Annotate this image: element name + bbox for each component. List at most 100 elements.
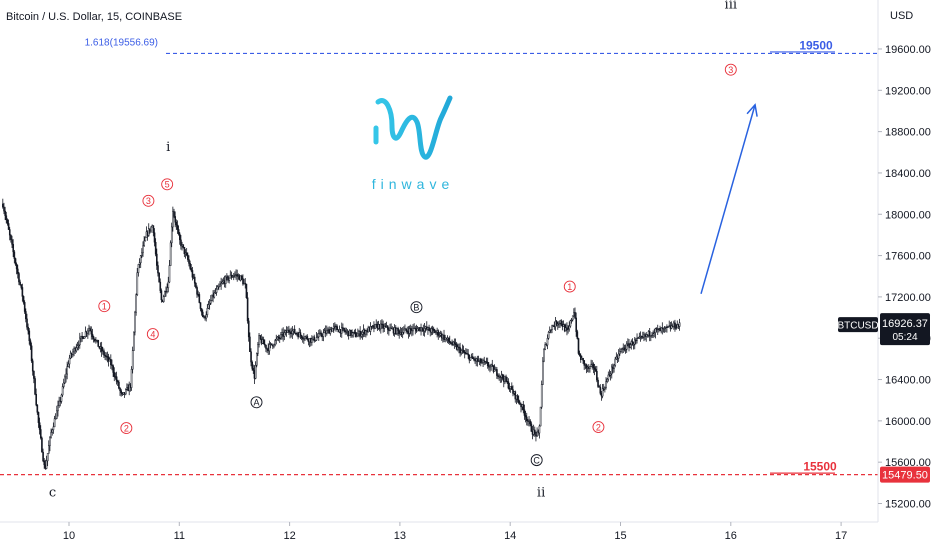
candle-body	[405, 328, 407, 331]
candle-body	[507, 381, 510, 389]
candle-body	[341, 327, 343, 334]
candle-body	[318, 333, 320, 338]
candle-body	[289, 331, 291, 334]
candle-body	[136, 272, 139, 295]
candle-body	[57, 405, 59, 412]
candle-body	[75, 347, 78, 352]
candle-body	[291, 330, 294, 334]
candle-body	[434, 330, 436, 334]
candle-body	[548, 329, 551, 333]
time-axis[interactable]: 10 11 12 13 14 15 16 17	[0, 521, 878, 542]
candle-body	[104, 354, 106, 357]
candle-body	[15, 263, 18, 270]
candle-body	[169, 242, 172, 266]
candle-body	[43, 460, 46, 466]
candle-body	[471, 356, 474, 359]
candle-body	[414, 327, 417, 330]
candle-body	[674, 322, 676, 329]
candle-body	[264, 343, 266, 346]
candle-body	[570, 319, 573, 322]
projection-arrow[interactable]	[700, 104, 756, 295]
candle-body	[501, 374, 504, 379]
wave-label-4: 4	[150, 329, 155, 339]
candle-body	[654, 328, 657, 333]
candle-body	[13, 251, 16, 259]
candle-body	[2, 203, 4, 208]
candle-body	[103, 350, 105, 356]
candle-body	[84, 331, 87, 337]
price-axis[interactable]: USD 15200.0015600.0016000.0016400.001680…	[877, 0, 931, 522]
candle-body	[421, 327, 424, 331]
time-tick-label: 13	[394, 530, 406, 542]
candle-body	[453, 341, 456, 344]
candle-body	[160, 290, 163, 301]
candle-body	[65, 373, 67, 378]
candle-body	[275, 338, 278, 341]
fib-level-label: 1.618(19556.69)	[85, 37, 158, 48]
candle-body	[265, 344, 267, 349]
candle-body	[529, 420, 532, 425]
candle-body	[648, 331, 651, 337]
candle-body	[460, 350, 463, 354]
candle-body	[624, 349, 627, 351]
candle-body	[152, 225, 155, 233]
candle-body	[633, 339, 636, 345]
candle-body	[652, 333, 654, 336]
candle-body	[369, 326, 372, 332]
candle-body	[607, 374, 610, 380]
candle-body	[189, 263, 191, 269]
candle-body	[432, 329, 435, 331]
candle-body	[383, 325, 386, 329]
candle-body	[92, 336, 95, 340]
candle-body	[609, 373, 612, 376]
candle-body	[51, 429, 54, 433]
candle-body	[370, 326, 373, 328]
candle-body	[228, 277, 231, 281]
candle-body	[555, 320, 558, 326]
candle-body	[293, 328, 296, 334]
candle-body	[670, 325, 673, 329]
candle-body	[524, 415, 527, 418]
wave-circle-B	[410, 301, 423, 314]
candle-body	[34, 378, 36, 395]
candle-body	[168, 265, 171, 283]
candle-body	[150, 226, 152, 232]
candle-body	[134, 311, 136, 333]
wave-circle-1	[98, 300, 111, 313]
wave-label-B: B	[413, 302, 419, 312]
candle-body	[100, 346, 103, 352]
candle-body	[130, 369, 133, 388]
wave-logo-icon	[375, 95, 453, 160]
candle-body	[596, 371, 598, 381]
candle-body	[519, 402, 521, 405]
candle-body	[245, 283, 248, 298]
symbol-badge	[838, 317, 878, 333]
candle-body	[408, 328, 411, 334]
wave-label-ii: ii	[537, 486, 545, 501]
candle-body	[31, 360, 34, 372]
candle-body	[516, 395, 519, 401]
candle-body	[583, 360, 586, 366]
candle-body	[191, 270, 194, 278]
price-tick-label: 19200.00	[885, 85, 931, 97]
candle-body	[62, 382, 65, 387]
candle-body	[525, 416, 528, 421]
candle-body	[450, 342, 452, 345]
candle-body	[568, 325, 571, 330]
candle-body	[569, 320, 572, 327]
candle-body	[230, 274, 233, 278]
support-label-15500: 15500	[803, 460, 837, 474]
candle-body	[557, 323, 559, 326]
candle-body	[38, 422, 41, 430]
wave-label-c: c	[49, 486, 56, 501]
candle-body	[6, 219, 9, 224]
candle-body	[201, 311, 204, 317]
candle-body	[480, 358, 482, 364]
candle-body	[144, 237, 147, 242]
candle-body	[435, 332, 437, 334]
wave-label-2: 2	[596, 422, 601, 432]
candle-body	[617, 353, 620, 359]
candle-body	[77, 344, 80, 346]
